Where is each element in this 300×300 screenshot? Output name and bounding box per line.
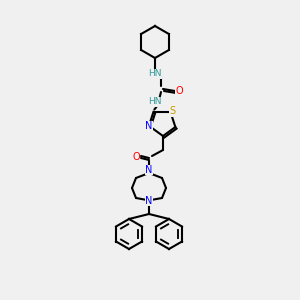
Text: HN: HN <box>148 98 162 106</box>
Text: HN: HN <box>148 70 162 79</box>
Text: N: N <box>145 196 153 206</box>
Text: N: N <box>145 121 152 131</box>
Text: S: S <box>169 106 176 116</box>
Text: N: N <box>145 165 153 175</box>
Text: O: O <box>175 86 183 96</box>
Text: O: O <box>132 152 140 162</box>
